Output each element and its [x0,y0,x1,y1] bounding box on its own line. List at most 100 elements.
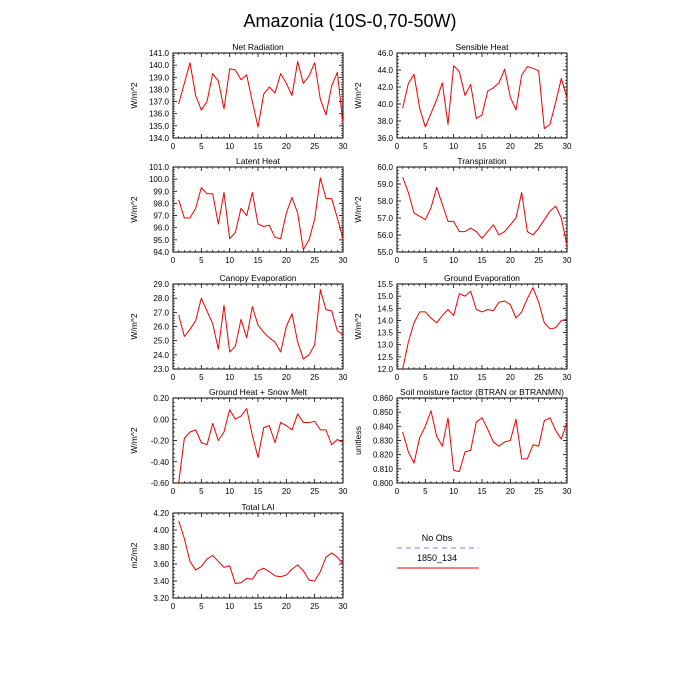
y-tick-label: 42.0 [377,83,393,92]
panel-title: Soil moisture factor (BTRAN or BTRANMN) [400,387,564,397]
y-tick-label: 25.0 [153,337,169,346]
y-tick-label: 95.0 [153,236,169,245]
x-tick-label: 30 [563,142,572,151]
chart-panel-4: Canopy Evaporation W/m^2 0 5 10 15 20 25 30 23.0 2… [129,273,348,382]
series-line-0 [178,408,344,484]
chart-panel-6: Ground Heat + Snow Melt W/m^2 0 5 10 15 20 25 30… [129,387,348,496]
x-tick-label: 30 [339,256,348,265]
x-tick-label: 10 [449,373,458,382]
panel-title: Latent Heat [236,156,281,166]
y-tick-label: 15.0 [377,292,393,301]
x-tick-label: 25 [310,373,319,382]
x-tick-label: 20 [282,256,291,265]
y-tick-label: 44.0 [377,66,393,75]
x-tick-label: 15 [254,487,263,496]
y-tick-label: 24.0 [153,351,169,360]
y-tick-label: 99.0 [153,187,169,196]
y-tick-label: 134.0 [149,134,170,143]
x-tick-label: 5 [423,142,428,151]
y-axis-label: W/m^2 [353,313,363,339]
x-tick-label: 0 [171,256,176,265]
x-tick-label: 0 [171,142,176,151]
y-tick-label: 140.0 [149,61,170,70]
x-tick-label: 25 [310,487,319,496]
y-tick-label: 28.0 [153,294,169,303]
legend-label-no-obs: No Obs [422,533,453,543]
panel-title: Transpiration [457,156,507,166]
y-tick-label: 0.800 [373,479,394,488]
y-tick-label: 4.20 [153,509,169,518]
y-tick-label: 15.5 [377,280,393,289]
y-tick-label: -0.60 [151,479,170,488]
x-tick-label: 0 [395,256,400,265]
chart-panel-0: Net Radiation W/m^2 0 5 10 15 20 25 30 134.0 135.0… [129,42,348,151]
series-line-0 [178,289,344,360]
x-tick-label: 5 [199,487,204,496]
x-tick-label: 10 [449,487,458,496]
x-tick-label: 5 [423,256,428,265]
panel-title: Ground Evaporation [444,273,520,283]
y-tick-label: 96.0 [153,224,169,233]
x-tick-label: 10 [449,142,458,151]
y-tick-label: 57.0 [377,214,393,223]
series-line-0 [178,520,344,585]
y-tick-label: 29.0 [153,280,169,289]
series-line-0 [178,61,344,128]
x-tick-label: 20 [282,142,291,151]
y-axis-label: W/m^2 [353,196,363,222]
panel-title: Total LAI [241,502,274,512]
x-tick-label: 20 [506,142,515,151]
y-tick-label: 0.810 [373,465,394,474]
x-tick-label: 0 [395,373,400,382]
y-tick-label: 0.840 [373,422,394,431]
y-axis-label: W/m^2 [129,196,139,222]
panel-title: Canopy Evaporation [219,273,296,283]
x-tick-label: 25 [534,373,543,382]
x-tick-label: 30 [339,602,348,611]
y-tick-label: 56.0 [377,231,393,240]
x-tick-label: 10 [225,602,234,611]
y-axis-label: unitless [353,426,363,455]
x-tick-label: 15 [254,602,263,611]
panel-title: Sensible Heat [456,42,510,52]
chart-panel-1: Sensible Heat W/m^2 0 5 10 15 20 25 30 36.0 38.0 40… [353,42,572,151]
x-tick-label: 15 [478,142,487,151]
y-tick-label: 0.20 [153,394,169,403]
y-tick-label: 59.0 [377,180,393,189]
y-tick-label: 23.0 [153,365,169,374]
x-tick-label: 20 [506,487,515,496]
x-tick-label: 0 [171,373,176,382]
legend: No Obs 1850_134 [397,533,479,569]
y-tick-label: 12.5 [377,353,393,362]
y-tick-label: 14.0 [377,316,393,325]
y-tick-label: 38.0 [377,117,393,126]
x-tick-label: 20 [282,487,291,496]
x-tick-label: 30 [339,487,348,496]
series-line-0 [402,177,568,246]
y-tick-label: -0.40 [151,458,170,467]
x-tick-label: 10 [225,373,234,382]
x-tick-label: 15 [478,487,487,496]
y-tick-label: 58.0 [377,197,393,206]
panel-title: Ground Heat + Snow Melt [209,387,308,397]
x-tick-label: 25 [310,256,319,265]
y-axis-label: W/m^2 [353,82,363,108]
y-tick-label: 137.0 [149,98,170,107]
y-tick-label: -0.20 [151,437,170,446]
x-tick-label: 25 [310,142,319,151]
y-tick-label: 36.0 [377,134,393,143]
y-axis-label: W/m^2 [129,427,139,453]
y-tick-label: 100.0 [149,175,170,184]
legend-label-1850-134: 1850_134 [417,553,457,563]
series-line-0 [402,410,568,473]
x-tick-label: 0 [171,602,176,611]
x-tick-label: 15 [478,373,487,382]
x-tick-label: 5 [423,373,428,382]
x-tick-label: 10 [225,256,234,265]
y-tick-label: 13.0 [377,341,393,350]
x-tick-label: 5 [199,256,204,265]
y-tick-label: 139.0 [149,73,170,82]
y-tick-label: 55.0 [377,248,393,257]
x-tick-label: 30 [563,256,572,265]
